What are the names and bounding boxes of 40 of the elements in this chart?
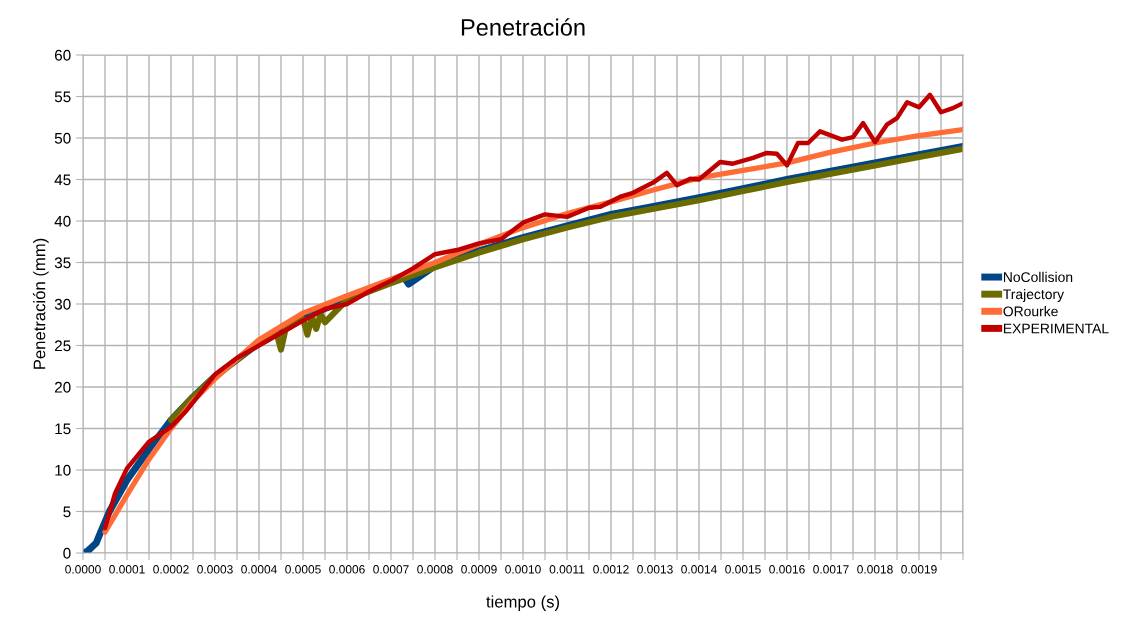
y-tick-label: 25: [54, 340, 71, 352]
y-tick-label: 40: [54, 215, 71, 227]
x-axis-title: tiempo (s): [486, 595, 560, 611]
x-tick-label: 0.0016: [769, 565, 805, 574]
x-tick-label: 0.0007: [373, 565, 409, 574]
y-tick-label: 10: [55, 464, 71, 476]
x-tick-label: 0.0001: [109, 565, 145, 574]
x-tick-label: 0.0002: [153, 565, 189, 574]
y-tick-label: 30: [54, 298, 71, 310]
y-tick-label: 15: [55, 423, 71, 435]
y-axis-title: Penetración (mm): [32, 238, 49, 369]
x-tick-label: 0.0003: [197, 565, 233, 574]
x-tick-label: 0.0005: [285, 565, 321, 574]
chart-title: Penetración: [461, 18, 585, 36]
legend-label: Trajectory: [1003, 288, 1065, 302]
x-tick-label: 0.0010: [505, 565, 541, 574]
y-tick-label: 0: [63, 547, 71, 559]
x-tick-label: 0.0018: [857, 565, 893, 574]
x-tick-label: 0.0017: [813, 565, 849, 574]
x-tick-label: 0.0011: [549, 565, 585, 574]
x-tick-label: 0.0004: [241, 565, 277, 574]
legend-label: NoCollision: [1003, 271, 1073, 283]
y-tick-label: 45: [54, 174, 71, 186]
y-tick-label: 50: [54, 132, 71, 144]
legend-label: EXPERIMENTAL: [1003, 323, 1109, 334]
x-tick-label: 0.0009: [461, 565, 497, 574]
x-tick-label: 0.0000: [65, 565, 101, 574]
x-tick-label: 0.0015: [725, 565, 761, 574]
y-tick-label: 60: [54, 49, 71, 61]
x-tick-label: 0.0013: [637, 565, 673, 574]
y-tick-label: 20: [54, 381, 71, 393]
x-tick-label: 0.0008: [417, 565, 453, 574]
x-tick-label: 0.0014: [681, 565, 717, 574]
x-tick-label: 0.0006: [329, 565, 365, 574]
x-tick-label: 0.0019: [901, 565, 937, 574]
legend-label: ORourke: [1003, 306, 1058, 317]
x-tick-label: 0.0012: [593, 565, 629, 574]
y-tick-label: 35: [54, 257, 71, 269]
y-tick-label: 55: [54, 91, 71, 103]
y-tick-label: 5: [63, 506, 71, 518]
